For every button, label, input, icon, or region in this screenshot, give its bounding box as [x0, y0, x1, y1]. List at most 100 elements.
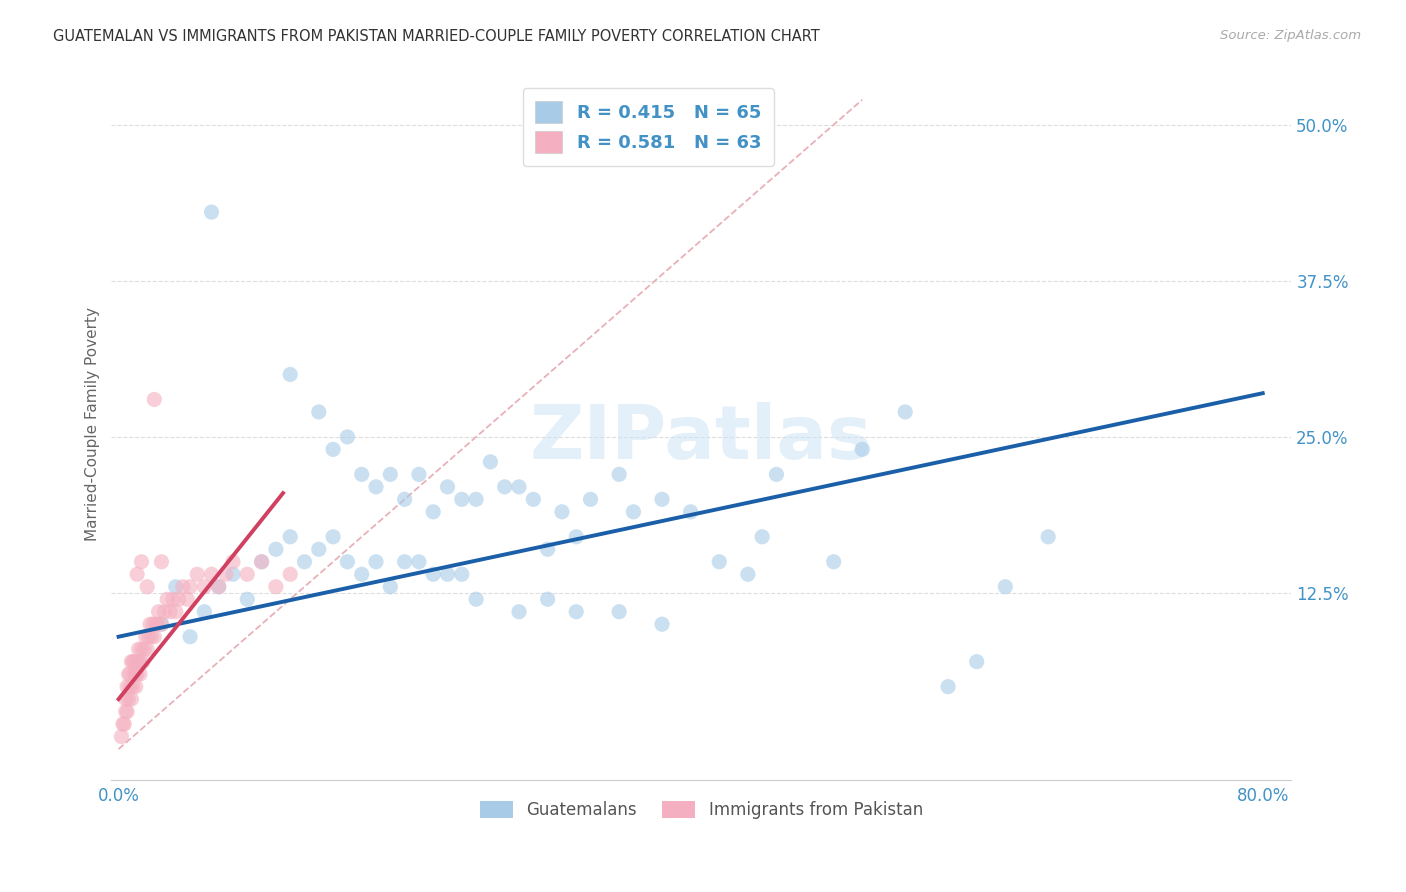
Point — [494, 480, 516, 494]
Point — [264, 542, 287, 557]
Point — [222, 555, 245, 569]
Point — [118, 680, 141, 694]
Point — [165, 580, 187, 594]
Point — [127, 567, 149, 582]
Point — [131, 642, 153, 657]
Point — [422, 505, 444, 519]
Point — [167, 592, 190, 607]
Point — [607, 605, 630, 619]
Point — [146, 617, 169, 632]
Point — [118, 667, 141, 681]
Point — [364, 480, 387, 494]
Point — [128, 655, 150, 669]
Legend: Guatemalans, Immigrants from Pakistan: Guatemalans, Immigrants from Pakistan — [472, 794, 929, 825]
Point — [153, 605, 176, 619]
Point — [380, 467, 402, 482]
Point — [125, 680, 148, 694]
Point — [117, 692, 139, 706]
Point — [408, 467, 430, 482]
Point — [135, 630, 157, 644]
Point — [150, 617, 173, 632]
Point — [479, 455, 502, 469]
Point — [751, 530, 773, 544]
Point — [565, 530, 588, 544]
Point — [136, 642, 159, 657]
Point — [322, 530, 344, 544]
Point — [994, 580, 1017, 594]
Point — [148, 605, 170, 619]
Point — [380, 580, 402, 594]
Point — [114, 705, 136, 719]
Point — [150, 555, 173, 569]
Point — [579, 492, 602, 507]
Point — [394, 492, 416, 507]
Point — [193, 580, 215, 594]
Point — [121, 680, 143, 694]
Point — [120, 655, 142, 669]
Point — [138, 630, 160, 644]
Point — [966, 655, 988, 669]
Point — [120, 692, 142, 706]
Point — [129, 655, 152, 669]
Point — [508, 605, 530, 619]
Point — [165, 605, 187, 619]
Text: ZIPatlas: ZIPatlas — [530, 402, 873, 475]
Point — [294, 555, 316, 569]
Point — [1038, 530, 1060, 544]
Point — [322, 442, 344, 457]
Point — [143, 630, 166, 644]
Point — [679, 505, 702, 519]
Point — [124, 667, 146, 681]
Point — [364, 555, 387, 569]
Y-axis label: Married-Couple Family Poverty: Married-Couple Family Poverty — [86, 308, 100, 541]
Point — [936, 680, 959, 694]
Point — [536, 592, 558, 607]
Point — [125, 667, 148, 681]
Point — [142, 617, 165, 632]
Point — [186, 567, 208, 582]
Point — [508, 480, 530, 494]
Point — [136, 580, 159, 594]
Point — [176, 592, 198, 607]
Point — [215, 567, 238, 582]
Point — [179, 580, 201, 594]
Point — [522, 492, 544, 507]
Point — [278, 530, 301, 544]
Point — [236, 592, 259, 607]
Point — [129, 667, 152, 681]
Point — [143, 392, 166, 407]
Point — [193, 605, 215, 619]
Point — [308, 405, 330, 419]
Point — [236, 567, 259, 582]
Point — [179, 630, 201, 644]
Point — [159, 605, 181, 619]
Point — [139, 617, 162, 632]
Point — [623, 505, 645, 519]
Point — [765, 467, 787, 482]
Point — [127, 655, 149, 669]
Point — [127, 667, 149, 681]
Point — [117, 667, 139, 681]
Point — [894, 405, 917, 419]
Point — [115, 680, 138, 694]
Point — [208, 580, 231, 594]
Point — [172, 580, 194, 594]
Point — [551, 505, 574, 519]
Point — [394, 555, 416, 569]
Point — [112, 717, 135, 731]
Point — [200, 205, 222, 219]
Point — [132, 655, 155, 669]
Point — [450, 567, 472, 582]
Point — [131, 555, 153, 569]
Point — [350, 567, 373, 582]
Point — [208, 580, 231, 594]
Point — [436, 480, 458, 494]
Point — [134, 642, 156, 657]
Point — [200, 567, 222, 582]
Point — [121, 655, 143, 669]
Point — [150, 617, 173, 632]
Point — [651, 617, 673, 632]
Point — [408, 555, 430, 569]
Point — [336, 430, 359, 444]
Point — [651, 492, 673, 507]
